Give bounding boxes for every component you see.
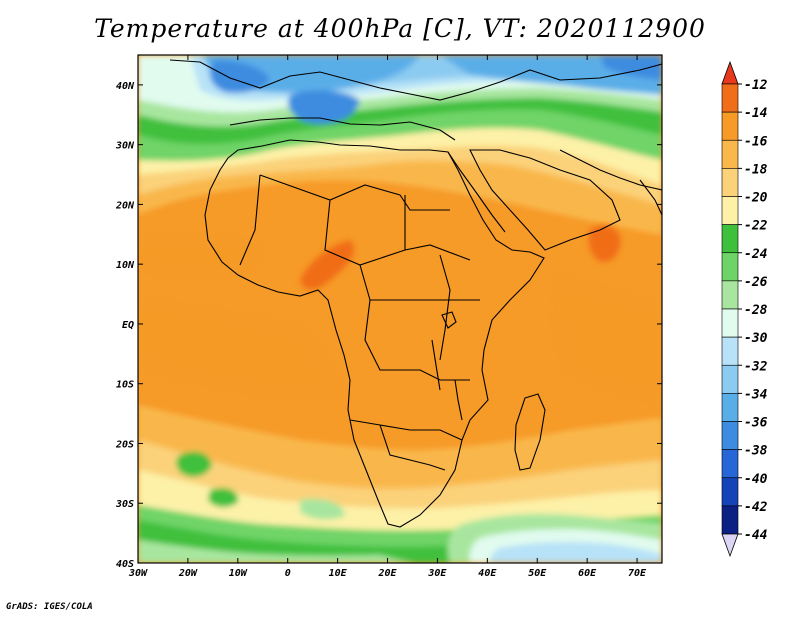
colorbar-label: -16	[744, 134, 768, 149]
colorbar-swatch	[721, 280, 739, 310]
colorbar-label: -34	[744, 387, 768, 402]
temperature-field	[138, 55, 662, 563]
border-7	[239, 174, 261, 266]
lake-victoria	[441, 311, 457, 329]
mediterranean-south	[229, 117, 456, 141]
colorbar-swatch	[721, 168, 739, 197]
colorbar-label: -18	[744, 162, 768, 177]
lat-tick-label: 10S	[116, 380, 134, 391]
red-sea	[447, 151, 506, 233]
lake-malawi	[454, 379, 463, 421]
grads-credit: GrADS: IGES/COLA	[6, 602, 93, 612]
persian-gulf	[559, 149, 662, 191]
colorbar-label: -30	[744, 331, 768, 346]
colorbar-top-arrow	[721, 60, 739, 85]
colorbar-swatch	[721, 477, 739, 507]
lon-tick-label: 10W	[229, 568, 248, 579]
lon-tick-label: 20W	[178, 568, 198, 579]
lon-tick-label: 60E	[578, 568, 597, 579]
colorbar-swatch	[721, 505, 739, 535]
colorbar: -12 -14 -16 -18 -20 -22 -24 -26 -28 -30 -32 -34 -36 -…	[721, 60, 768, 558]
colorbar-swatch	[721, 111, 739, 141]
colorbar-label: -24	[744, 247, 768, 262]
colorbar-swatch	[721, 421, 739, 450]
lon-tick-label: 40E	[478, 568, 497, 579]
lat-tick-label: 30N	[115, 141, 135, 152]
colorbar-label: -28	[744, 303, 768, 318]
lake-tanganyika	[431, 339, 441, 391]
map-title: Temperature at 400hPa [C], VT: 202011290…	[94, 14, 706, 43]
colorbar-swatch	[721, 336, 739, 366]
axis-ticks: 30W 20W 10W 0 10E 20E 30E 40E 50E 60E 70E 40N 30N 20N…	[115, 55, 662, 579]
border-5	[349, 419, 463, 441]
colorbar-label: -40	[744, 472, 768, 487]
border-4	[364, 299, 470, 381]
colorbar-swatch	[721, 252, 739, 282]
map-frame	[137, 54, 663, 564]
colorbar-bottom-arrow	[721, 533, 739, 558]
lon-tick-label: 30E	[427, 568, 447, 579]
lat-tick-label: 40S	[116, 559, 134, 570]
coastlines-borders	[169, 59, 662, 528]
lon-tick-label: 50E	[528, 568, 547, 579]
iberia-europe-coast	[169, 59, 662, 101]
southern-cold-belt	[138, 405, 662, 563]
colorbar-label: -42	[744, 500, 768, 515]
arabian-peninsula	[469, 149, 621, 251]
colorbar-swatch	[721, 83, 739, 113]
lon-tick-label: 20E	[377, 568, 397, 579]
colorbar-label: -32	[744, 359, 768, 374]
colorbar-swatch	[721, 308, 739, 338]
lon-tick-label: 30W	[128, 568, 148, 579]
tropical-warm-core	[138, 225, 662, 400]
colorbar-label: -12	[744, 78, 768, 93]
india	[639, 179, 662, 216]
lat-tick-label: EQ	[122, 320, 134, 331]
lat-tick-label: 20N	[115, 200, 135, 211]
lon-tick-label: 70E	[628, 568, 647, 579]
colorbar-swatch	[721, 393, 739, 422]
colorbar-swatch	[721, 449, 739, 479]
colorbar-swatch	[721, 364, 739, 394]
colorbar-swatch	[721, 139, 739, 169]
border-3	[359, 264, 480, 301]
colorbar-label: -36	[744, 416, 768, 431]
colorbar-label: -44	[744, 528, 768, 543]
lat-tick-label: 10N	[116, 260, 135, 271]
colorbar-swatch	[721, 196, 739, 225]
madagascar	[514, 393, 546, 471]
border-9	[439, 254, 451, 361]
lat-tick-label: 30S	[115, 499, 134, 510]
lat-tick-label: 40N	[116, 81, 135, 92]
border-2	[324, 199, 471, 266]
border-6	[379, 424, 446, 471]
colorbar-label: -20	[744, 191, 768, 206]
colorbar-label: -14	[744, 106, 768, 121]
colorbar-label: -26	[744, 275, 768, 290]
border-1	[259, 174, 450, 211]
colorbar-swatch	[721, 224, 739, 254]
colorbar-label: -38	[744, 444, 768, 459]
northern-cold-belt	[138, 55, 662, 235]
lat-tick-label: 20S	[115, 439, 134, 450]
lon-tick-label: 10E	[329, 568, 348, 579]
colorbar-label: -22	[744, 219, 768, 234]
lon-tick-label: 0	[285, 568, 291, 579]
